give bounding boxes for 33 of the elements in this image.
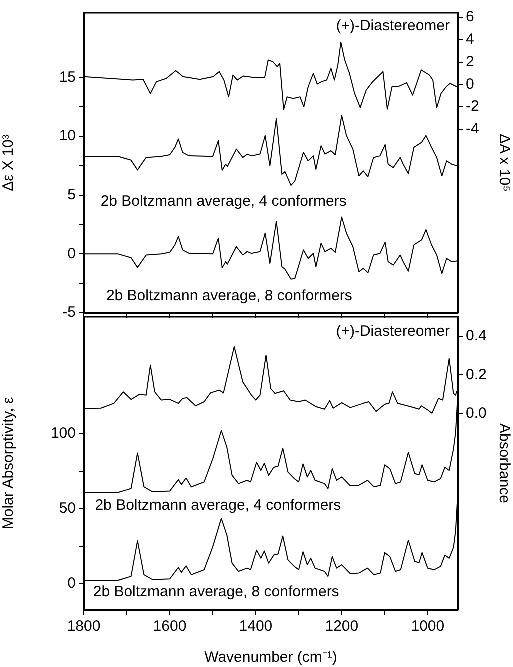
x-tick-label: 1800 [67,618,101,636]
y-tick-label: 15 [59,68,76,86]
x-tick-label: 1000 [411,618,445,636]
y2-tick-label: 0.4 [466,328,487,345]
y-tick-label: -5 [62,304,76,322]
y2-axis-title: ΔA x 10⁵ [496,134,513,192]
y-tick-label: 5 [68,186,76,204]
annotation: 2b Boltzmann average, 4 conformers [100,193,347,210]
y-axis-title: Δε X 10³ [0,134,18,192]
x-tick-label: 1200 [325,618,359,636]
y2-axis-title: Absorbance [496,423,513,504]
annotation: (+)-Diastereomer [336,18,450,35]
y2-tick-label: -4 [466,120,480,138]
y2-tick-label: -2 [466,98,480,116]
x-axis-title: Wavenumber (cm⁻¹) [204,649,338,666]
annotation: 2b Boltzmann average, 4 conformers [95,497,342,514]
y2-tick-label: 0.2 [466,366,487,384]
y2-tick-label: 0.0 [466,405,487,422]
y-tick-label: 10 [59,128,76,145]
y-tick-label: 100 [50,425,76,442]
y2-tick-label: 0 [466,76,474,93]
x-tick-label: 1400 [239,618,273,636]
y2-tick-label: 4 [466,31,474,48]
annotation: (+)-Diastereomer [336,322,450,340]
x-tick-label: 1600 [153,618,187,636]
y-tick-label: 50 [59,500,76,517]
annotation: 2b Boltzmann average, 8 conformers [106,288,352,305]
y-axis-title: Molar Absorptivity, ε [0,397,18,530]
y-tick-label: 0 [68,574,76,592]
y2-tick-label: 6 [466,8,474,26]
annotation: 2b Boltzmann average, 8 conformers [93,584,340,601]
y2-tick-label: 2 [466,53,474,70]
y-tick-label: 0 [68,245,76,262]
